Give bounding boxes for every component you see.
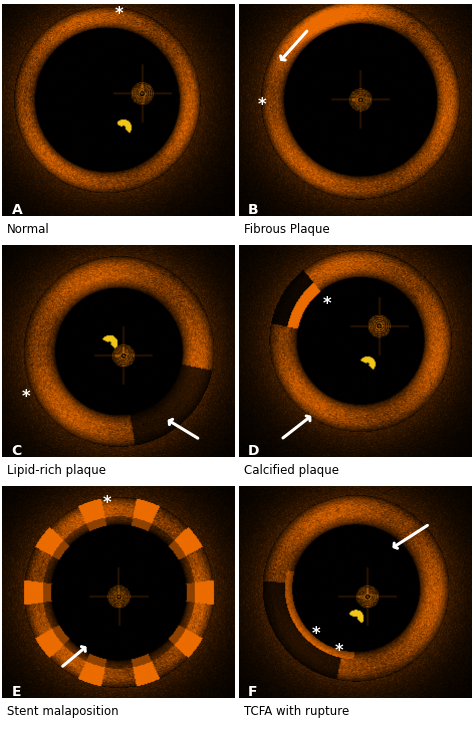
Text: *: * [335, 642, 343, 660]
Text: D: D [248, 444, 260, 458]
Text: Normal: Normal [7, 223, 50, 236]
Text: E: E [12, 685, 21, 699]
Text: Calcified plaque: Calcified plaque [244, 464, 338, 477]
Text: *: * [311, 625, 320, 643]
Text: *: * [323, 295, 332, 313]
Text: F: F [248, 685, 258, 699]
Text: *: * [114, 5, 123, 23]
Text: B: B [248, 203, 259, 217]
Text: C: C [12, 444, 22, 458]
Text: TCFA with rupture: TCFA with rupture [244, 705, 349, 718]
Text: *: * [21, 389, 30, 406]
Text: *: * [103, 494, 111, 512]
Text: A: A [12, 203, 22, 217]
Text: *: * [258, 96, 266, 114]
Text: Stent malaposition: Stent malaposition [7, 705, 118, 718]
Text: Lipid-rich plaque: Lipid-rich plaque [7, 464, 106, 477]
Text: Fibrous Plaque: Fibrous Plaque [244, 223, 329, 236]
